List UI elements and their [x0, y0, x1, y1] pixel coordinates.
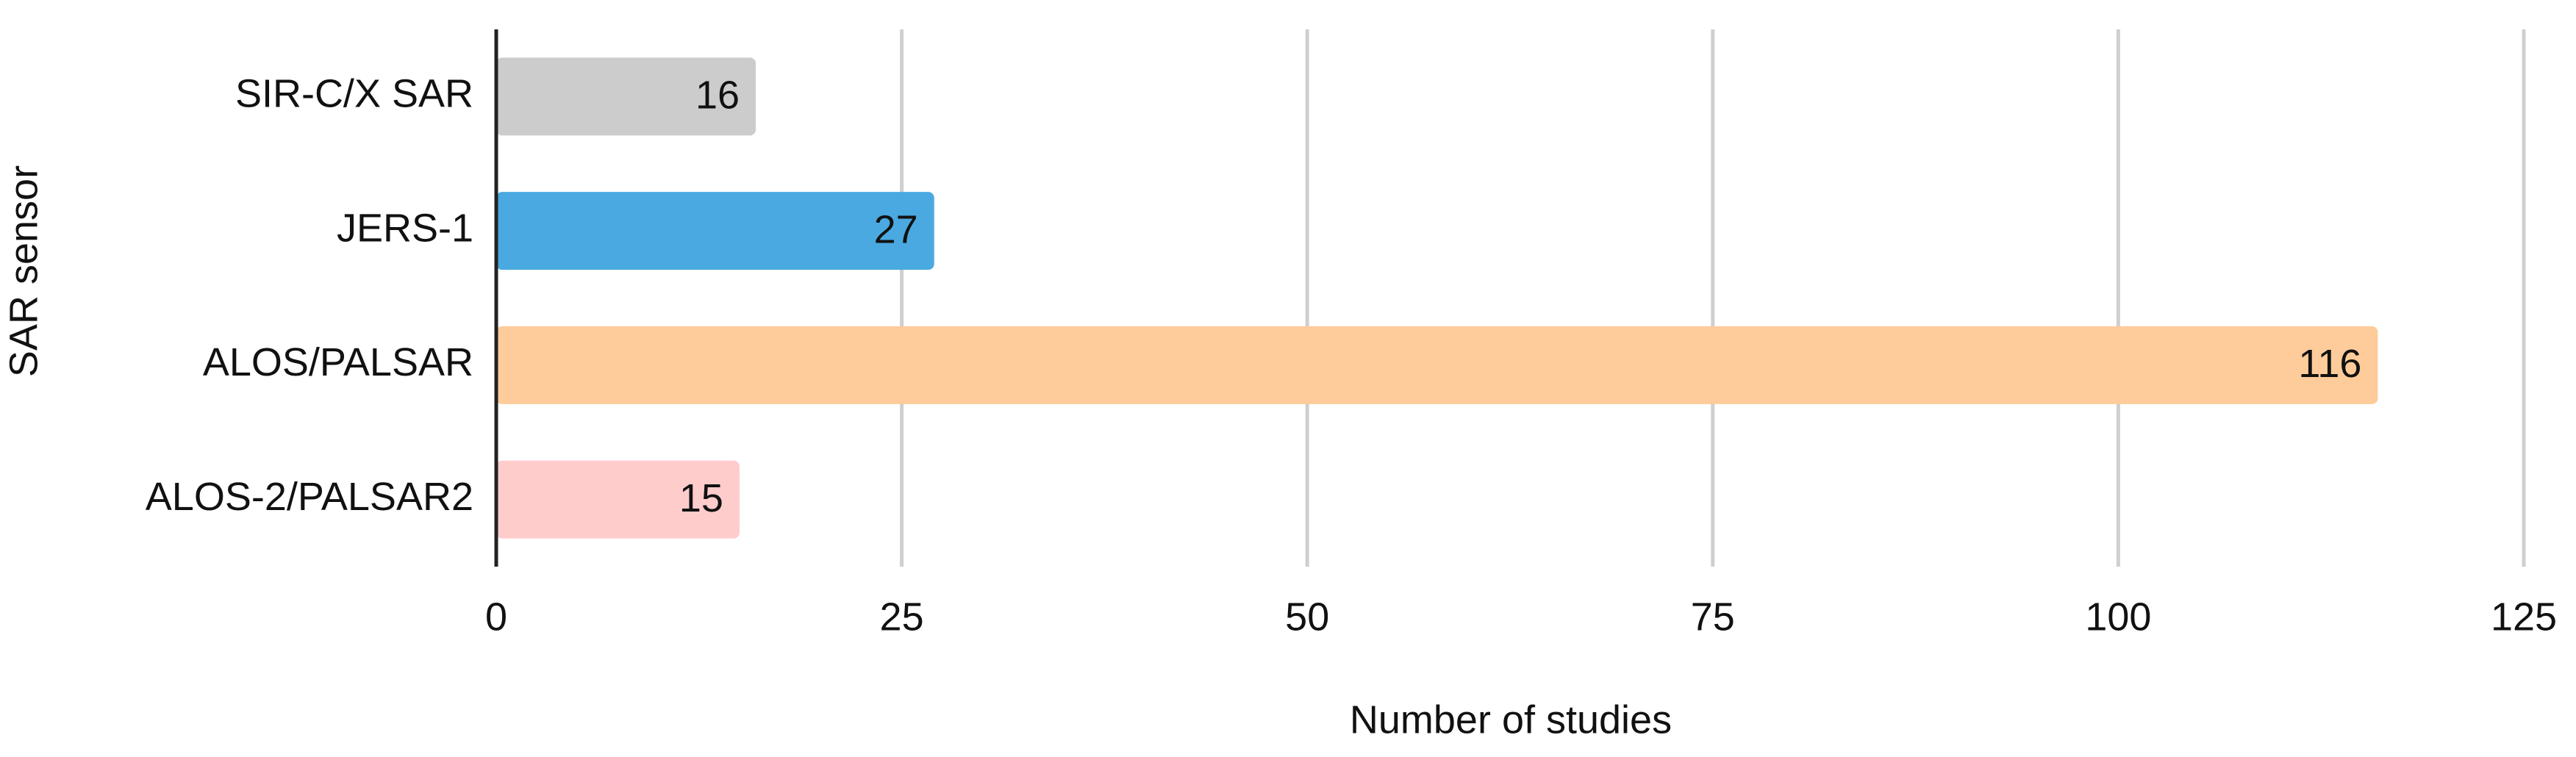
bar: [496, 57, 756, 136]
x-axis-label: Number of studies: [1350, 697, 1672, 742]
y-tick-label: ALOS/PALSAR: [203, 340, 473, 384]
value-label: 16: [695, 73, 740, 118]
x-tick-label: 50: [1285, 595, 1329, 639]
bar: [496, 326, 2378, 404]
value-label: 15: [679, 476, 723, 520]
y-tick-label: ALOS-2/PALSAR2: [146, 475, 473, 519]
x-tick-label: 25: [880, 595, 924, 639]
y-axis-label: SAR sensor: [1, 165, 46, 377]
x-tick-label: 0: [485, 595, 507, 639]
bar: [496, 192, 934, 270]
x-tick-label: 100: [2085, 595, 2151, 639]
x-tick-label: 125: [2491, 595, 2557, 639]
bar: [496, 460, 740, 539]
value-label: 27: [874, 207, 918, 251]
y-tick-label: SIR-C/X SAR: [235, 72, 473, 116]
y-tick-label: JERS-1: [337, 206, 473, 250]
value-label: 116: [2298, 342, 2361, 386]
x-tick-label: 75: [1691, 595, 1735, 639]
